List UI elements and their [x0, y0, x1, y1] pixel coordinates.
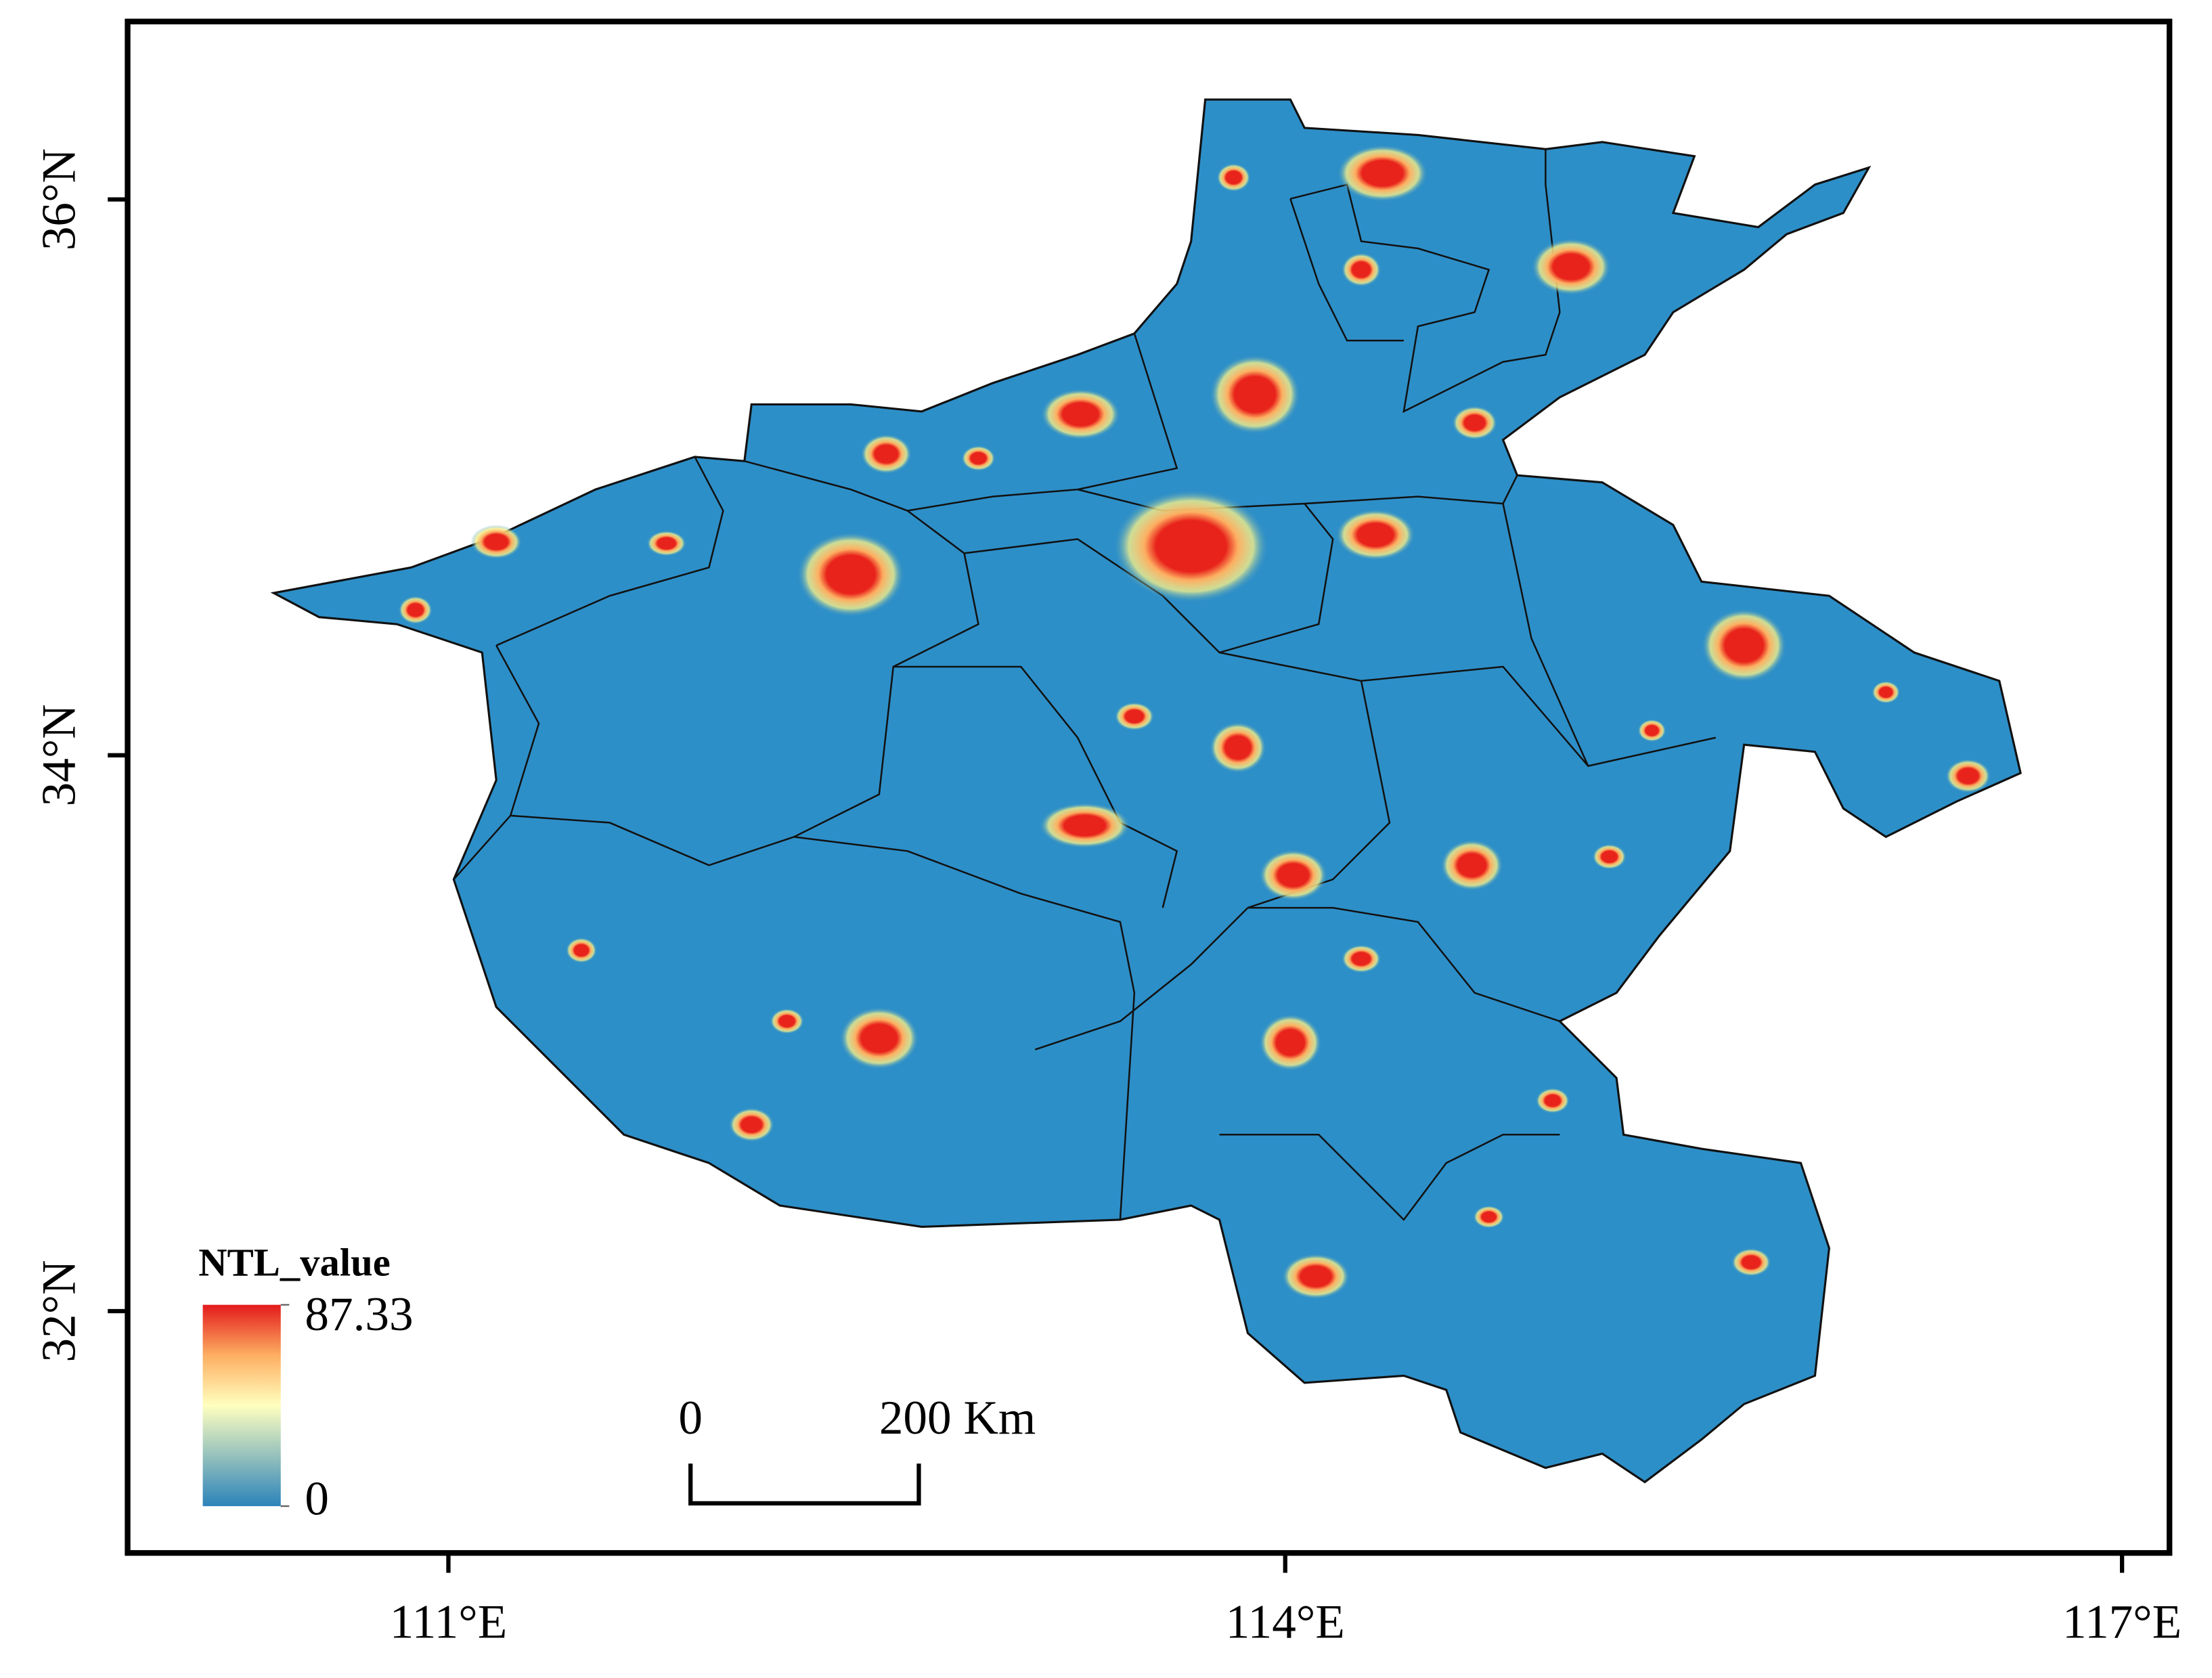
scale-bar: [688, 1463, 921, 1506]
legend-colorbar: [202, 1304, 281, 1507]
city-lights: [398, 145, 1991, 1300]
y-tick-label: 32°N: [33, 1260, 86, 1362]
x-tick-label: 114°E: [1226, 1596, 1345, 1649]
y-tick-label: 34°N: [33, 704, 86, 806]
map-frame: [125, 18, 2173, 1556]
x-tick-label: 111°E: [390, 1596, 508, 1649]
legend-min-label: 0: [305, 1472, 329, 1525]
legend-max-label: 87.33: [305, 1288, 413, 1341]
scale-end-label: 200 Km: [879, 1392, 1036, 1444]
scale-start-label: 0: [678, 1392, 703, 1444]
province: [270, 98, 2022, 1484]
x-tick-label: 117°E: [2062, 1596, 2182, 1649]
legend-title: NTL_value: [198, 1241, 390, 1285]
y-tick-label: 36°N: [33, 148, 86, 250]
